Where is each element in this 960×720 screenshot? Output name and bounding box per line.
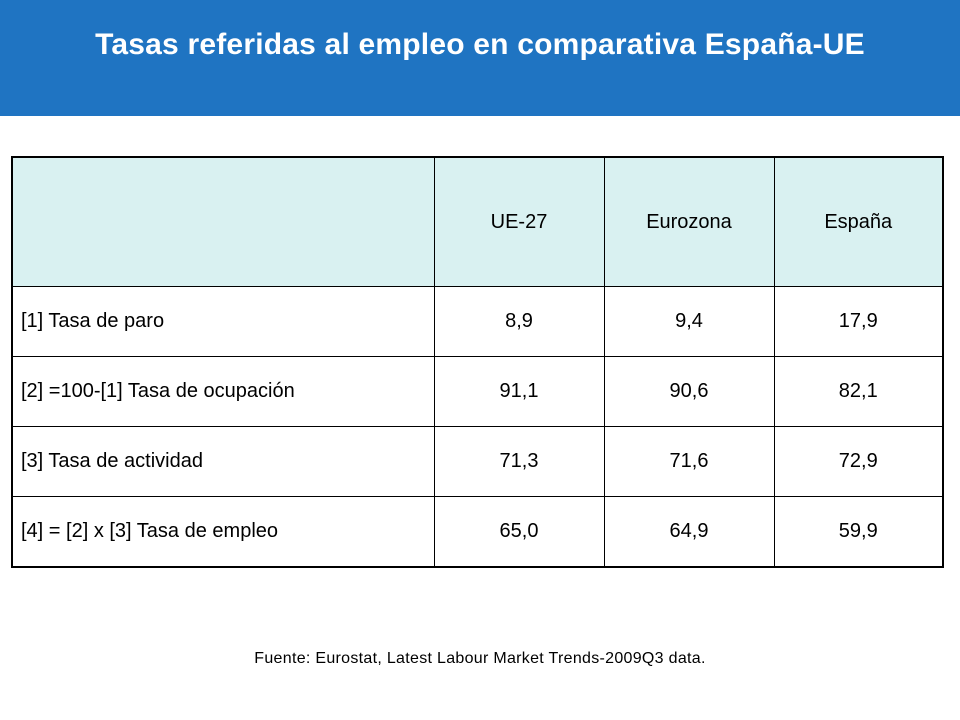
table-cell: 90,6 bbox=[603, 356, 775, 427]
table-cell: 72,9 bbox=[773, 426, 944, 497]
table-cell: 8,9 bbox=[433, 286, 605, 357]
table-cell: 65,0 bbox=[433, 496, 605, 568]
table-row: [3] Tasa de actividad 71,3 71,6 72,9 bbox=[11, 426, 944, 497]
table-cell: 64,9 bbox=[603, 496, 775, 568]
header-cell-ue27: UE-27 bbox=[433, 156, 605, 287]
row-label: [1] Tasa de paro bbox=[11, 286, 435, 357]
table-cell: 82,1 bbox=[773, 356, 944, 427]
header-cell-espana: España bbox=[773, 156, 944, 287]
source-note: Fuente: Eurostat, Latest Labour Market T… bbox=[254, 650, 706, 667]
table-cell: 71,6 bbox=[603, 426, 775, 497]
table-cell: 91,1 bbox=[433, 356, 605, 427]
table-row: [1] Tasa de paro 8,9 9,4 17,9 bbox=[11, 286, 944, 357]
title-banner: Tasas referidas al empleo en comparativa… bbox=[0, 0, 960, 116]
table-cell: 59,9 bbox=[773, 496, 944, 568]
row-label: [3] Tasa de actividad bbox=[11, 426, 435, 497]
table-row: [4] = [2] x [3] Tasa de empleo 65,0 64,9… bbox=[11, 496, 944, 568]
employment-rates-table: UE-27 Eurozona España [1] Tasa de paro 8… bbox=[11, 156, 944, 568]
table-cell: 71,3 bbox=[433, 426, 605, 497]
header-cell-empty bbox=[11, 156, 435, 287]
row-label: [4] = [2] x [3] Tasa de empleo bbox=[11, 496, 435, 568]
table-header-row: UE-27 Eurozona España bbox=[11, 156, 944, 287]
table-cell: 17,9 bbox=[773, 286, 944, 357]
comparison-table-container: UE-27 Eurozona España [1] Tasa de paro 8… bbox=[11, 156, 944, 568]
row-label: [2] =100-[1] Tasa de ocupación bbox=[11, 356, 435, 427]
header-cell-eurozona: Eurozona bbox=[603, 156, 775, 287]
table-row: [2] =100-[1] Tasa de ocupación 91,1 90,6… bbox=[11, 356, 944, 427]
table-cell: 9,4 bbox=[603, 286, 775, 357]
page-title: Tasas referidas al empleo en comparativa… bbox=[95, 28, 865, 61]
